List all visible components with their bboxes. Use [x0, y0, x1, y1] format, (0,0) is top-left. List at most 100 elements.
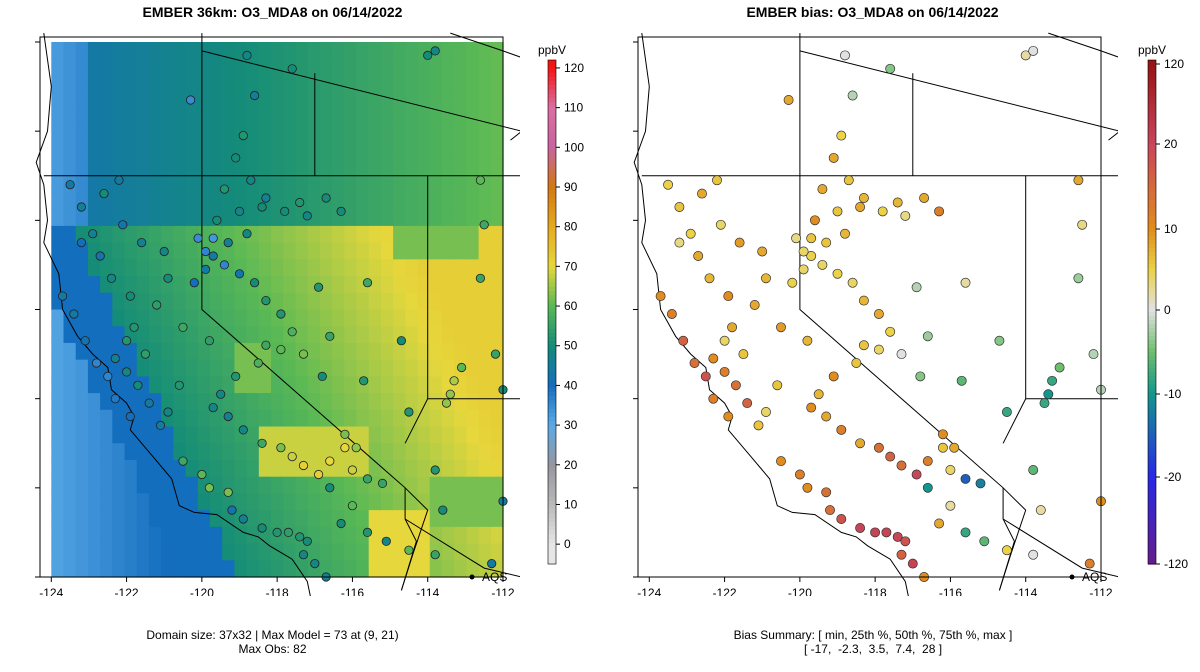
bias-site — [761, 273, 771, 284]
model-cell — [405, 309, 419, 327]
model-cell — [356, 75, 370, 93]
model-cell — [380, 259, 394, 277]
bias-site — [840, 228, 850, 239]
model-cell — [295, 359, 309, 377]
model-cell — [405, 342, 419, 361]
colorbar-segment — [1148, 244, 1156, 249]
obs-site — [340, 429, 350, 439]
obs-site — [298, 550, 309, 560]
colorbar-segment — [548, 505, 556, 510]
model-cell — [368, 192, 382, 210]
model-cell — [283, 510, 297, 528]
obs-site — [234, 206, 245, 216]
model-cell — [405, 142, 419, 160]
model-cell — [100, 125, 113, 143]
state-border — [799, 50, 1118, 132]
left-caption-line1: Domain size: 37x32 | Max Model = 73 at (… — [146, 628, 399, 642]
model-cell — [75, 443, 89, 461]
model-cell — [87, 125, 101, 143]
model-cell — [234, 493, 248, 511]
obs-site — [396, 336, 406, 346]
obs-site — [125, 291, 135, 301]
model-cell — [246, 309, 260, 327]
colorbar-segment — [548, 253, 556, 258]
model-cell — [307, 225, 321, 244]
model-cell — [454, 426, 467, 444]
colorbar-segment — [548, 102, 556, 107]
model-cell — [63, 476, 77, 495]
model-cell — [332, 175, 345, 194]
colorbar-segment — [1148, 516, 1156, 521]
model-cell — [148, 242, 162, 260]
colorbar-segment — [1148, 272, 1156, 277]
model-cell — [380, 543, 394, 561]
state-border — [799, 175, 1015, 591]
model-cell — [344, 192, 358, 210]
model-cell — [258, 326, 272, 344]
model-cell — [63, 560, 77, 578]
model-cell — [429, 142, 443, 160]
obs-site — [438, 505, 448, 515]
model-cell — [332, 276, 345, 294]
colorbar-segment — [548, 442, 556, 447]
model-cell — [51, 259, 65, 277]
colorbar-segment — [1148, 216, 1156, 221]
colorbar-segment — [1148, 264, 1156, 269]
colorbar-tick-label: -10 — [1164, 387, 1182, 401]
model-cell — [124, 493, 138, 511]
model-cell — [112, 493, 126, 511]
model-cell — [490, 393, 504, 411]
model-cell — [185, 443, 199, 461]
bias-site — [877, 206, 888, 217]
model-cell — [185, 393, 199, 411]
model-cell — [307, 543, 321, 561]
obs-site — [475, 273, 485, 283]
model-cell — [222, 192, 236, 210]
model-cell — [87, 326, 101, 344]
model-cell — [283, 393, 297, 411]
model-cell — [87, 376, 101, 394]
bias-site — [892, 531, 903, 542]
model-cell — [100, 159, 113, 177]
model-cell — [344, 125, 358, 143]
model-cell — [100, 58, 113, 77]
model-cell — [136, 426, 150, 444]
model-cell — [405, 359, 419, 377]
model-cell — [222, 526, 236, 545]
model-cell — [246, 560, 260, 578]
model-cell — [368, 426, 382, 444]
model-cell — [307, 92, 321, 110]
colorbar-segment — [548, 454, 556, 460]
bias-site — [798, 246, 809, 257]
colorbar-segment — [1148, 520, 1156, 525]
colorbar-segment — [1148, 96, 1156, 101]
model-cell — [417, 309, 431, 327]
model-cell — [466, 292, 480, 311]
model-cell — [112, 292, 126, 311]
model-cell — [295, 476, 309, 495]
model-cell — [210, 543, 223, 561]
model-cell — [51, 409, 65, 428]
model-cell — [136, 192, 150, 210]
model-cell — [344, 309, 358, 327]
obs-site — [404, 545, 414, 555]
model-cell — [307, 493, 321, 511]
model-cell — [319, 75, 333, 93]
model-cell — [344, 510, 358, 528]
bias-site — [708, 393, 719, 404]
bias-site — [1073, 273, 1084, 284]
model-cell — [319, 393, 333, 411]
colorbar-segment — [548, 148, 556, 153]
model-cell — [295, 75, 309, 93]
obs-site — [276, 443, 286, 453]
obs-site — [430, 550, 440, 560]
model-cell — [283, 459, 297, 478]
colorbar-segment — [1148, 88, 1156, 93]
colorbar-segment — [548, 228, 556, 233]
obs-site — [272, 527, 282, 537]
model-cell — [173, 225, 187, 244]
colorbar-segment — [548, 202, 556, 208]
model-cell — [368, 359, 382, 377]
model-cell — [136, 42, 150, 60]
model-cell — [454, 75, 467, 93]
